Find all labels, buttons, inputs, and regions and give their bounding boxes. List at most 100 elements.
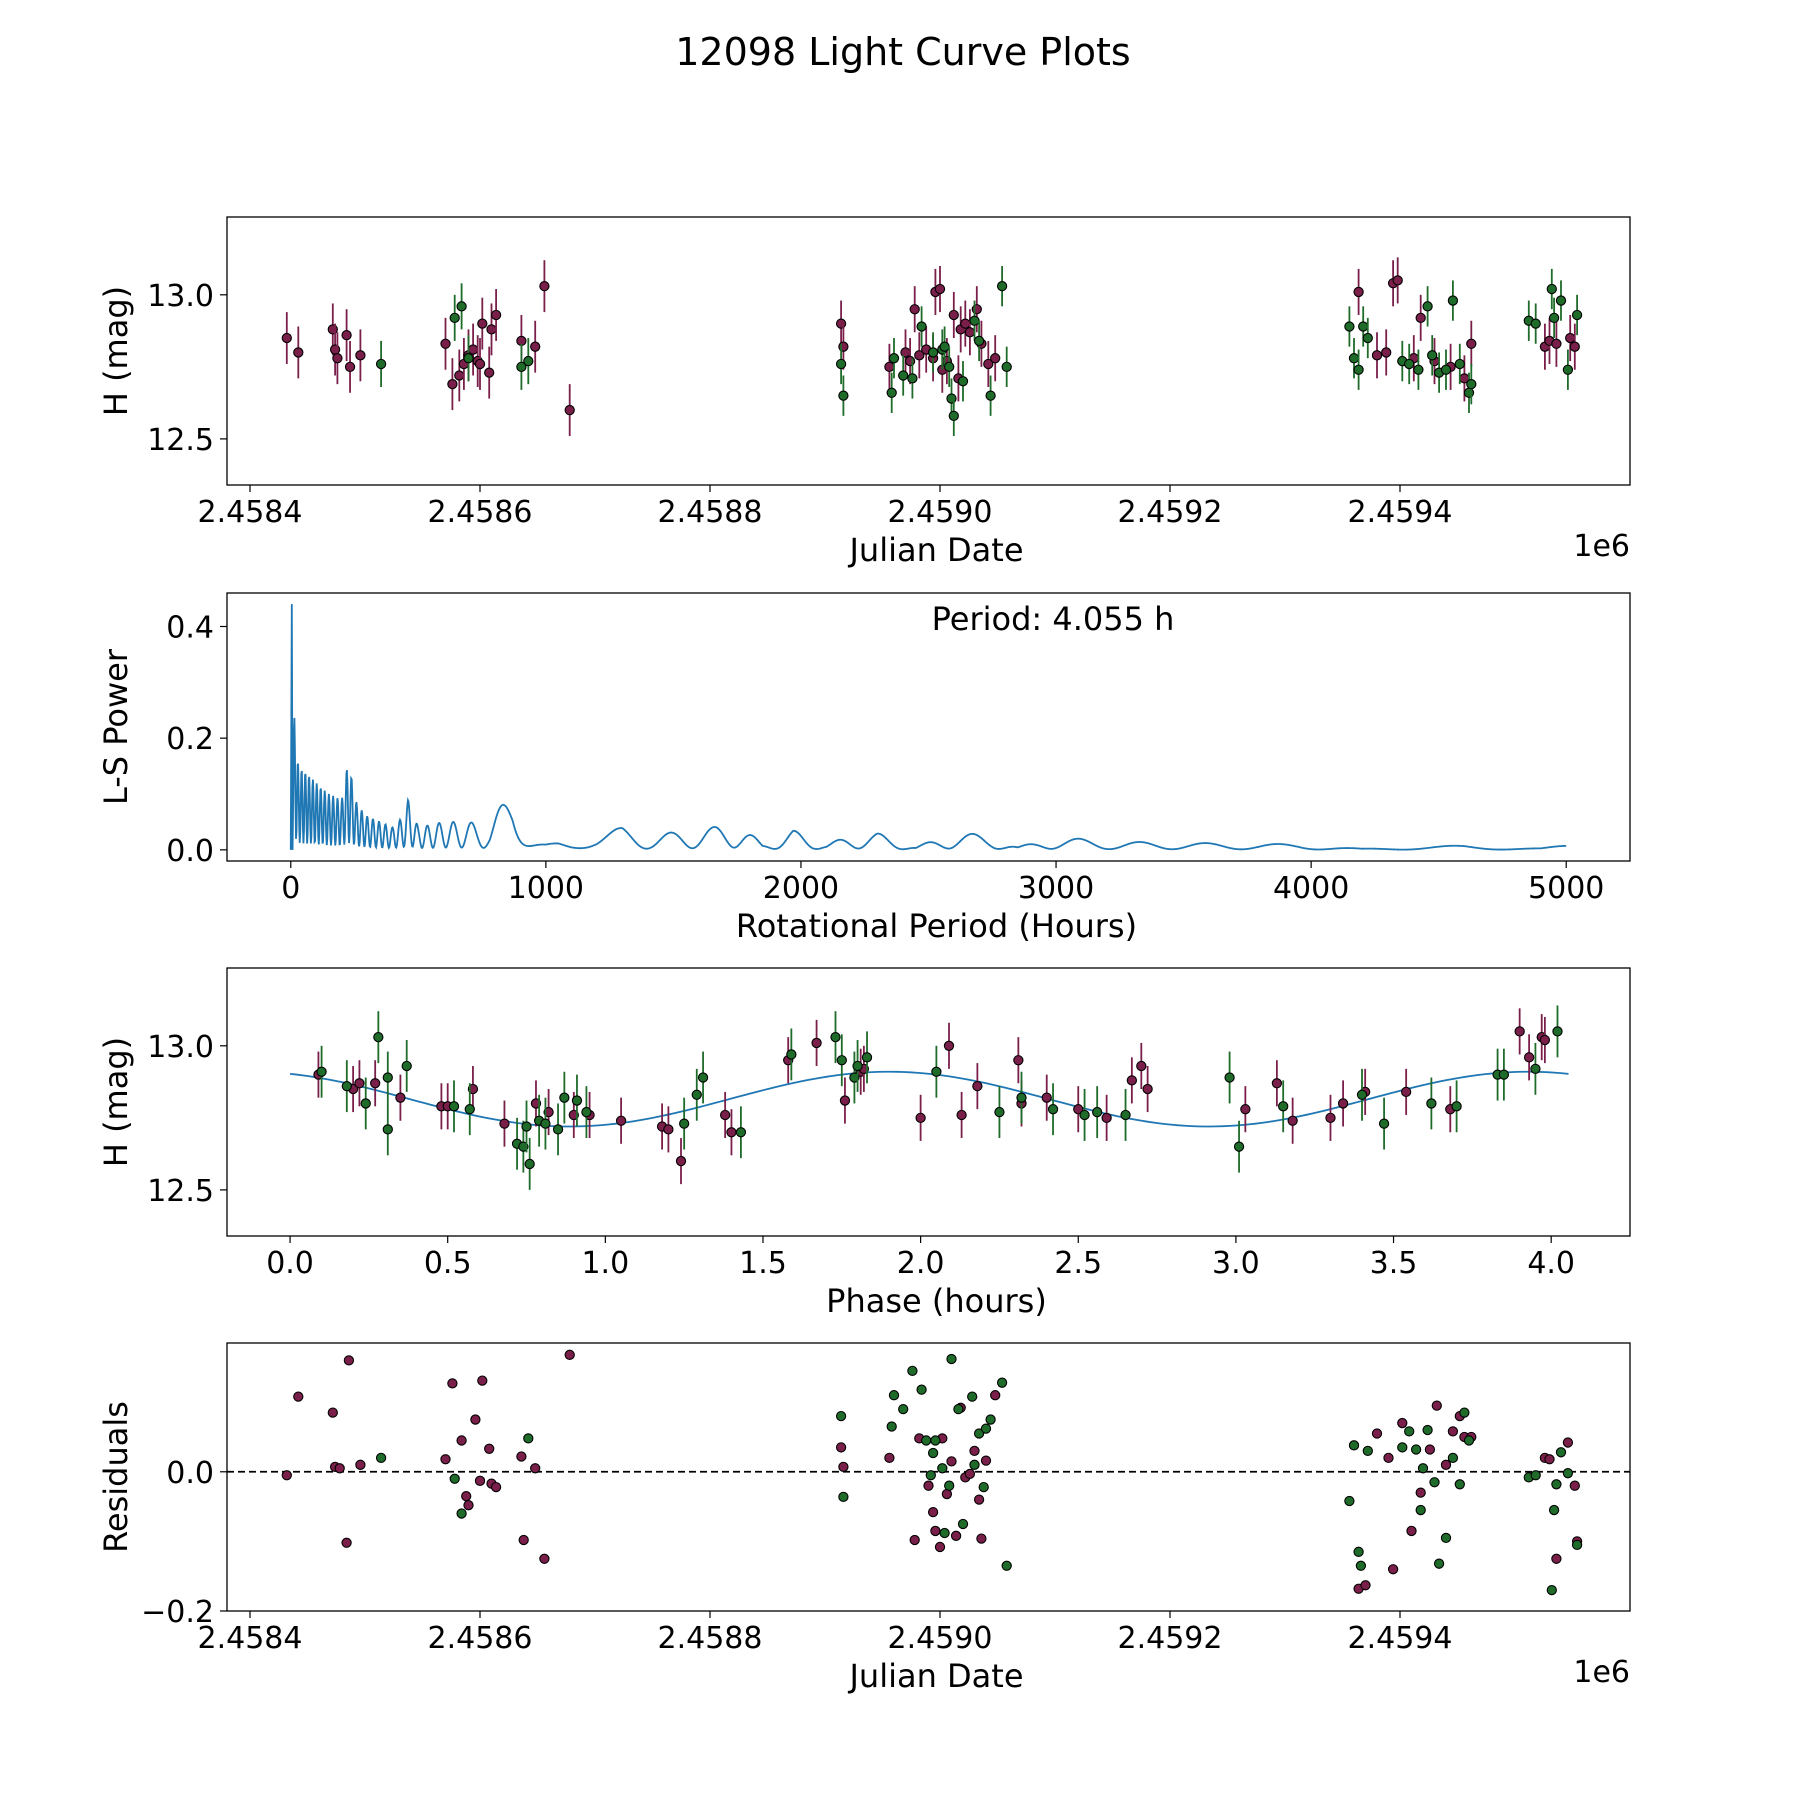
data-point (983, 358, 994, 370)
x-tick-label: 2000 (763, 871, 839, 906)
data-point (341, 330, 352, 341)
data-point (564, 404, 575, 416)
data-point (281, 332, 292, 344)
data-point (564, 1349, 575, 1360)
data-point (946, 1353, 957, 1365)
axes-frame (226, 967, 1631, 1237)
data-point (360, 1098, 371, 1109)
data-point (375, 358, 387, 370)
y-tick-label: 0.4 (166, 611, 214, 646)
data-point (960, 318, 971, 329)
x-tick-label: 0.5 (424, 1246, 472, 1281)
data-point (956, 1109, 967, 1121)
data-point (927, 1447, 939, 1459)
y-axis-label: Residuals (97, 1401, 135, 1553)
data-point (463, 1500, 474, 1511)
x-tick-label: 2.4590 (888, 495, 993, 530)
axes-periodogram: 0 1000 2000 3000 4000 5000 0.0 0.2 0.4 Rotational… (97, 592, 1631, 945)
data-point (1224, 1072, 1235, 1083)
data-point (835, 1442, 847, 1453)
plot-area-phased (289, 1005, 1569, 1190)
data-point (1362, 1445, 1373, 1457)
data-point (909, 304, 920, 315)
data-point (1427, 350, 1438, 361)
data-point (1459, 1407, 1470, 1418)
data-point (835, 1410, 847, 1422)
data-point (1562, 1468, 1574, 1479)
data-point (1440, 364, 1452, 375)
data-point (1417, 1463, 1429, 1474)
data-point (786, 1049, 797, 1060)
data-point (946, 393, 957, 404)
x-tick-label: 1000 (508, 871, 584, 906)
data-point (1383, 1452, 1394, 1464)
data-point (914, 350, 925, 361)
data-point (571, 1095, 583, 1106)
data-point (1562, 364, 1574, 375)
data-point (1410, 1444, 1422, 1455)
data-point (449, 1473, 460, 1484)
data-point (1001, 361, 1012, 372)
data-point (1392, 275, 1403, 286)
data-point (811, 1037, 822, 1049)
data-point (1337, 1098, 1349, 1109)
data-point (957, 376, 969, 387)
x-tick-label: 2.4586 (428, 1621, 533, 1656)
data-point (1546, 1584, 1557, 1596)
x-tick-label: 0 (281, 871, 300, 906)
data-point (927, 347, 939, 358)
data-point (1426, 1098, 1437, 1109)
data-point (1233, 1141, 1245, 1152)
data-point (934, 283, 946, 295)
data-point (909, 1534, 920, 1546)
data-point (539, 1553, 550, 1564)
periodogram-line (289, 604, 1567, 851)
x-tick-label: 2.5 (1054, 1246, 1102, 1281)
data-point (939, 1527, 950, 1539)
data-point (923, 1480, 934, 1491)
data-point (907, 373, 918, 384)
data-point (395, 1092, 406, 1103)
y-tick-label: 0.0 (166, 1456, 214, 1491)
data-point (1530, 1470, 1541, 1481)
data-point (1325, 1112, 1336, 1123)
y-tick-label: 12.5 (147, 1174, 214, 1209)
data-point (1569, 341, 1580, 352)
data-point (373, 1032, 384, 1043)
data-point (953, 1403, 964, 1415)
data-point (447, 1378, 458, 1389)
data-point (1371, 1428, 1383, 1439)
data-point (948, 410, 959, 421)
data-point (1447, 295, 1459, 306)
data-point (530, 341, 541, 352)
data-point (461, 1490, 472, 1502)
data-point (1073, 1104, 1084, 1115)
figure-title: 12098 Light Curve Plots (675, 30, 1130, 74)
data-point (921, 1435, 932, 1446)
data-point (964, 1468, 976, 1480)
x-axis-label: Julian Date (847, 531, 1023, 569)
data-point (490, 1481, 502, 1493)
data-point (1454, 358, 1465, 370)
data-point (1001, 1560, 1012, 1571)
data-point (934, 1541, 946, 1553)
data-point (1353, 364, 1364, 375)
data-point (1571, 1539, 1583, 1551)
data-point (1551, 1553, 1562, 1564)
data-point (448, 1101, 460, 1112)
data-point (1344, 321, 1355, 332)
data-point (293, 1391, 304, 1402)
data-point (341, 1081, 352, 1092)
data-point (486, 324, 497, 335)
data-point (663, 1124, 674, 1135)
axes-frame (226, 216, 1631, 486)
data-point (477, 1375, 488, 1386)
data-point (490, 309, 502, 321)
data-point (937, 1463, 948, 1474)
axes-lightcurve: 2.4584 2.4586 2.4588 2.4590 2.4592 2.4594 12.5… (97, 216, 1631, 569)
data-point (886, 387, 897, 398)
data-point (969, 1459, 980, 1470)
data-point (1381, 347, 1392, 358)
data-point (907, 1365, 918, 1376)
data-point (1463, 387, 1475, 398)
